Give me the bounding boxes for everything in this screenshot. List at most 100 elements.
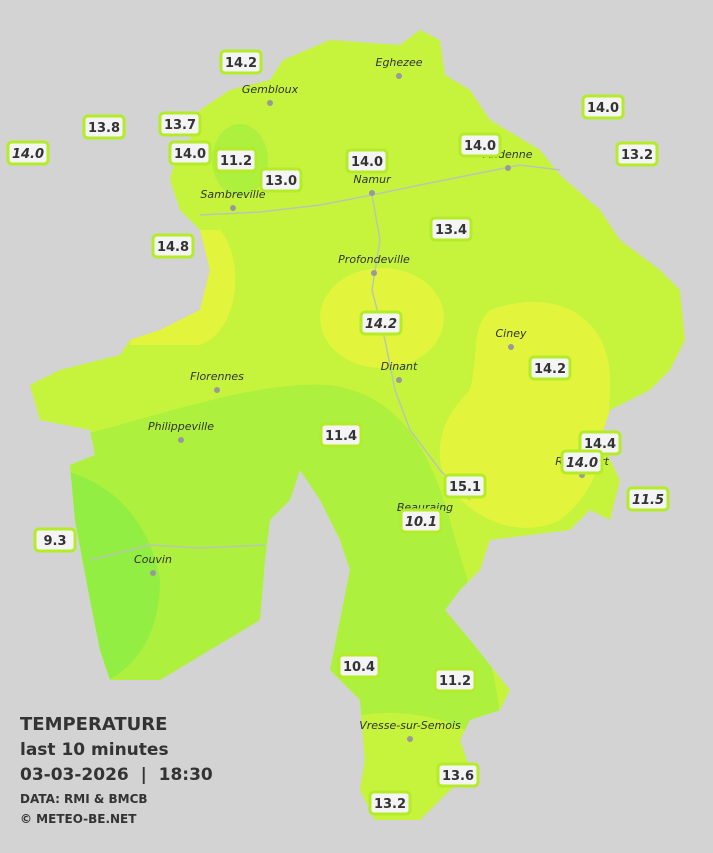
station: 10.4: [337, 653, 381, 679]
city-dot: [267, 100, 273, 106]
station-badge: [433, 667, 477, 693]
station: 13.7: [158, 111, 202, 137]
station-badge: [399, 508, 443, 534]
stations: 14.2 13.8 13.7 14.0 14.0 11.2 13.0 14.0 14.0 14.0…: [6, 49, 670, 816]
city-label: Philippeville: [148, 420, 214, 433]
station-value: 14.2: [534, 362, 566, 377]
city-label: Profondeville: [338, 253, 410, 266]
rivers: [89, 164, 561, 561]
station: 15.1: [443, 473, 487, 499]
legend-timestamp: 03-03-2026 | 18:30: [20, 765, 213, 785]
city-dot: [505, 165, 511, 171]
station-badge: [158, 111, 202, 137]
station: 14.8: [151, 233, 195, 259]
station-badge: [319, 422, 363, 448]
station-value: 14.0: [351, 155, 383, 170]
station-badge: [443, 473, 487, 499]
station-value: 14.4: [584, 437, 616, 452]
city-label: Sambreville: [200, 188, 265, 201]
station-value: 14.0: [587, 101, 619, 116]
station-badge: [337, 653, 381, 679]
station-badge: [615, 141, 659, 167]
legend-subtitle: last 10 minutes: [20, 740, 169, 760]
station: 14.2: [528, 355, 572, 381]
station: 14.2: [359, 310, 403, 336]
station-value: 10.4: [343, 660, 375, 675]
station-value: 10.1: [405, 515, 437, 530]
station-value: 14.0: [12, 147, 44, 162]
station-value: 13.2: [621, 148, 653, 163]
station-badge: [359, 310, 403, 336]
station-value: 11.4: [325, 429, 357, 444]
station-value: 11.2: [439, 674, 471, 689]
city-dot: [508, 344, 514, 350]
station-badge: [581, 94, 625, 120]
station: 11.2: [433, 667, 477, 693]
station: 13.2: [615, 141, 659, 167]
station-badge: [6, 140, 50, 166]
station-badge: [214, 147, 258, 173]
city-dot: [371, 270, 377, 276]
station: 14.0: [345, 148, 389, 174]
station: 14.0: [168, 140, 212, 166]
station-badge: [528, 355, 572, 381]
station-value: 14.0: [174, 147, 206, 162]
station: 11.2: [214, 147, 258, 173]
station-value: 11.2: [220, 154, 252, 169]
station-value: 13.0: [265, 174, 297, 189]
station: 9.3: [33, 527, 77, 553]
station: 14.0: [581, 94, 625, 120]
station: 14.0: [6, 140, 50, 166]
city-dot: [230, 205, 236, 211]
city-dot: [369, 190, 375, 196]
city-dot: [178, 437, 184, 443]
station-value: 14.0: [464, 139, 496, 154]
station-badge: [168, 140, 212, 166]
station-badge: [33, 527, 77, 553]
station-badge: [259, 167, 303, 193]
station-value: 13.6: [442, 769, 474, 784]
station-badge: [368, 790, 412, 816]
station-value: 9.3: [43, 534, 66, 549]
station-badge: [82, 114, 126, 140]
station: 13.0: [259, 167, 303, 193]
city-label: Namur: [353, 173, 392, 186]
city-label: Gembloux: [242, 83, 299, 96]
station: 11.4: [319, 422, 363, 448]
station-badge: [626, 486, 670, 512]
station: 14.0: [458, 132, 502, 158]
city-dot: [407, 736, 413, 742]
city-dot: [396, 377, 402, 383]
city-label: Florennes: [190, 370, 244, 383]
station: 14.0: [560, 449, 604, 475]
city-dot: [396, 73, 402, 79]
station-value: 13.8: [88, 121, 120, 136]
city-label: Couvin: [134, 553, 172, 566]
city-label: Dinant: [381, 360, 418, 373]
station-value: 14.2: [365, 317, 397, 332]
station: 13.4: [429, 216, 473, 242]
city-label: Vresse-sur-Semois: [359, 719, 461, 732]
station-badge: [429, 216, 473, 242]
station: 13.8: [82, 114, 126, 140]
station: 13.6: [436, 762, 480, 788]
station: 11.5: [626, 486, 670, 512]
station-value: 14.8: [157, 240, 189, 255]
station-value: 11.5: [632, 493, 664, 508]
station-badge: [436, 762, 480, 788]
station-badge: [345, 148, 389, 174]
city-dot: [150, 570, 156, 576]
city-label: Ciney: [496, 327, 527, 340]
station-value: 13.4: [435, 223, 467, 238]
station: 10.1: [399, 508, 443, 534]
station-value: 14.0: [566, 456, 598, 471]
legend-source: DATA: RMI & BMCB: [20, 792, 148, 806]
city-dot: [214, 387, 220, 393]
station-value: 14.2: [225, 56, 257, 71]
station-badge: [219, 49, 263, 75]
station: 13.2: [368, 790, 412, 816]
city-label: Eghezee: [376, 56, 423, 69]
station: 14.2: [219, 49, 263, 75]
station-badge: [458, 132, 502, 158]
